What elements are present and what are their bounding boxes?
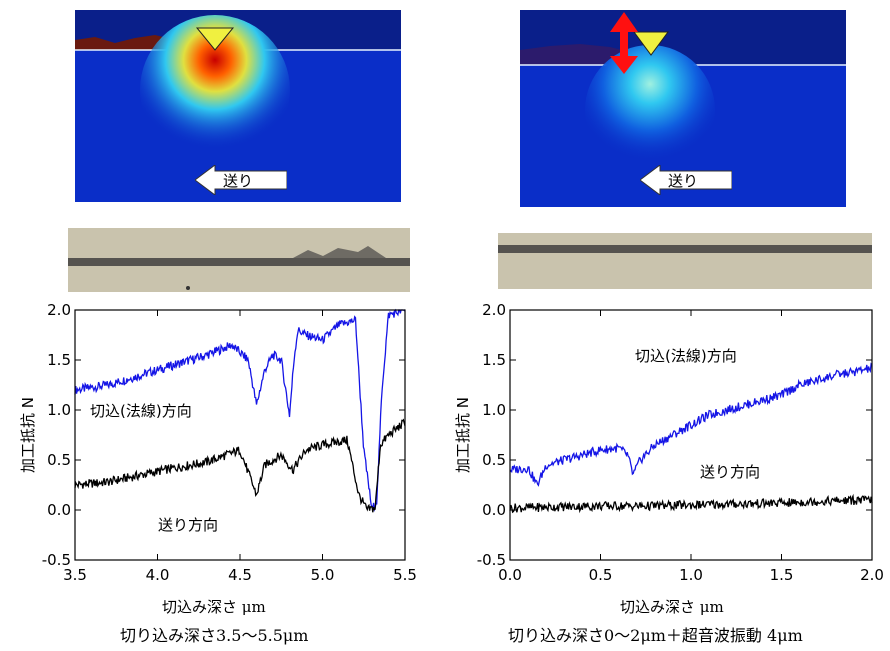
left-groove-micrograph — [68, 228, 410, 292]
right-groove-micrograph — [498, 233, 872, 289]
y-tick-label: -0.5 — [42, 551, 71, 569]
x-tick-label: 5.0 — [311, 566, 335, 584]
plot-frame — [74, 309, 406, 561]
left-feed-label: 送り — [223, 172, 254, 190]
y-tick-label: 1.0 — [482, 401, 506, 419]
y-tick-label: 2.0 — [482, 301, 506, 319]
y-tick-label: 0.5 — [47, 451, 71, 469]
series-line-normal — [74, 308, 406, 513]
y-axis-label: 加工抵抗 N — [19, 397, 37, 473]
annotation-normal-direction: 切込(法線)方向 — [90, 402, 192, 420]
right-thermal-svg — [520, 10, 846, 175]
y-tick-label: 0.0 — [482, 501, 506, 519]
x-tick-label: 1.5 — [770, 566, 794, 584]
y-tick-label: 0.5 — [482, 451, 506, 469]
right-thermal-image: 送り — [520, 10, 846, 207]
tool-marker-icon — [633, 31, 669, 56]
x-tick-label: 2.0 — [860, 566, 884, 584]
x-tick-label: 0.5 — [589, 566, 613, 584]
y-tick-label: 1.0 — [47, 401, 71, 419]
series-line-feed — [509, 493, 873, 514]
x-tick-label: 5.5 — [393, 566, 417, 584]
tool-marker-icon — [195, 27, 235, 51]
left-x-axis-label: 切込み深さ μm — [162, 598, 266, 616]
x-tick-label: 3.5 — [63, 566, 87, 584]
annotation-feed-direction: 送り方向 — [700, 463, 760, 481]
annotation-normal-direction: 切込(法線)方向 — [635, 347, 737, 365]
annotation-feed-direction: 送り方向 — [158, 516, 218, 534]
vibration-arrow-icon — [610, 12, 638, 74]
left-thermal-svg — [75, 10, 401, 165]
y-tick-label: 1.5 — [482, 351, 506, 369]
left-caption: 切り込み深さ3.5〜5.5μm — [120, 626, 309, 645]
left-force-chart: -0.5 0.0 0.5 1.0 1.5 2.0 3.5 4.0 4.5 5.0 5.5 加工抵抗 N… — [19, 301, 417, 584]
y-axis-label: 加工抵抗 N — [454, 397, 472, 473]
series-line-feed — [74, 418, 406, 513]
left-thermal-image: 送り — [75, 10, 401, 202]
x-tick-label: 0.0 — [498, 566, 522, 584]
right-x-axis-label: 切込み深さ μm — [620, 598, 724, 616]
y-tick-label: 1.5 — [47, 351, 71, 369]
y-tick-label: 0.0 — [47, 501, 71, 519]
right-caption: 切り込み深さ0〜2μm＋超音波振動 4μm — [508, 626, 803, 645]
x-tick-label: 1.0 — [679, 566, 703, 584]
x-tick-label: 4.0 — [146, 566, 170, 584]
y-tick-label: 2.0 — [47, 301, 71, 319]
x-tick-label: 4.5 — [228, 566, 252, 584]
series-line-normal — [509, 362, 873, 487]
right-feed-label: 送り — [668, 172, 699, 190]
y-tick-label: -0.5 — [477, 551, 506, 569]
